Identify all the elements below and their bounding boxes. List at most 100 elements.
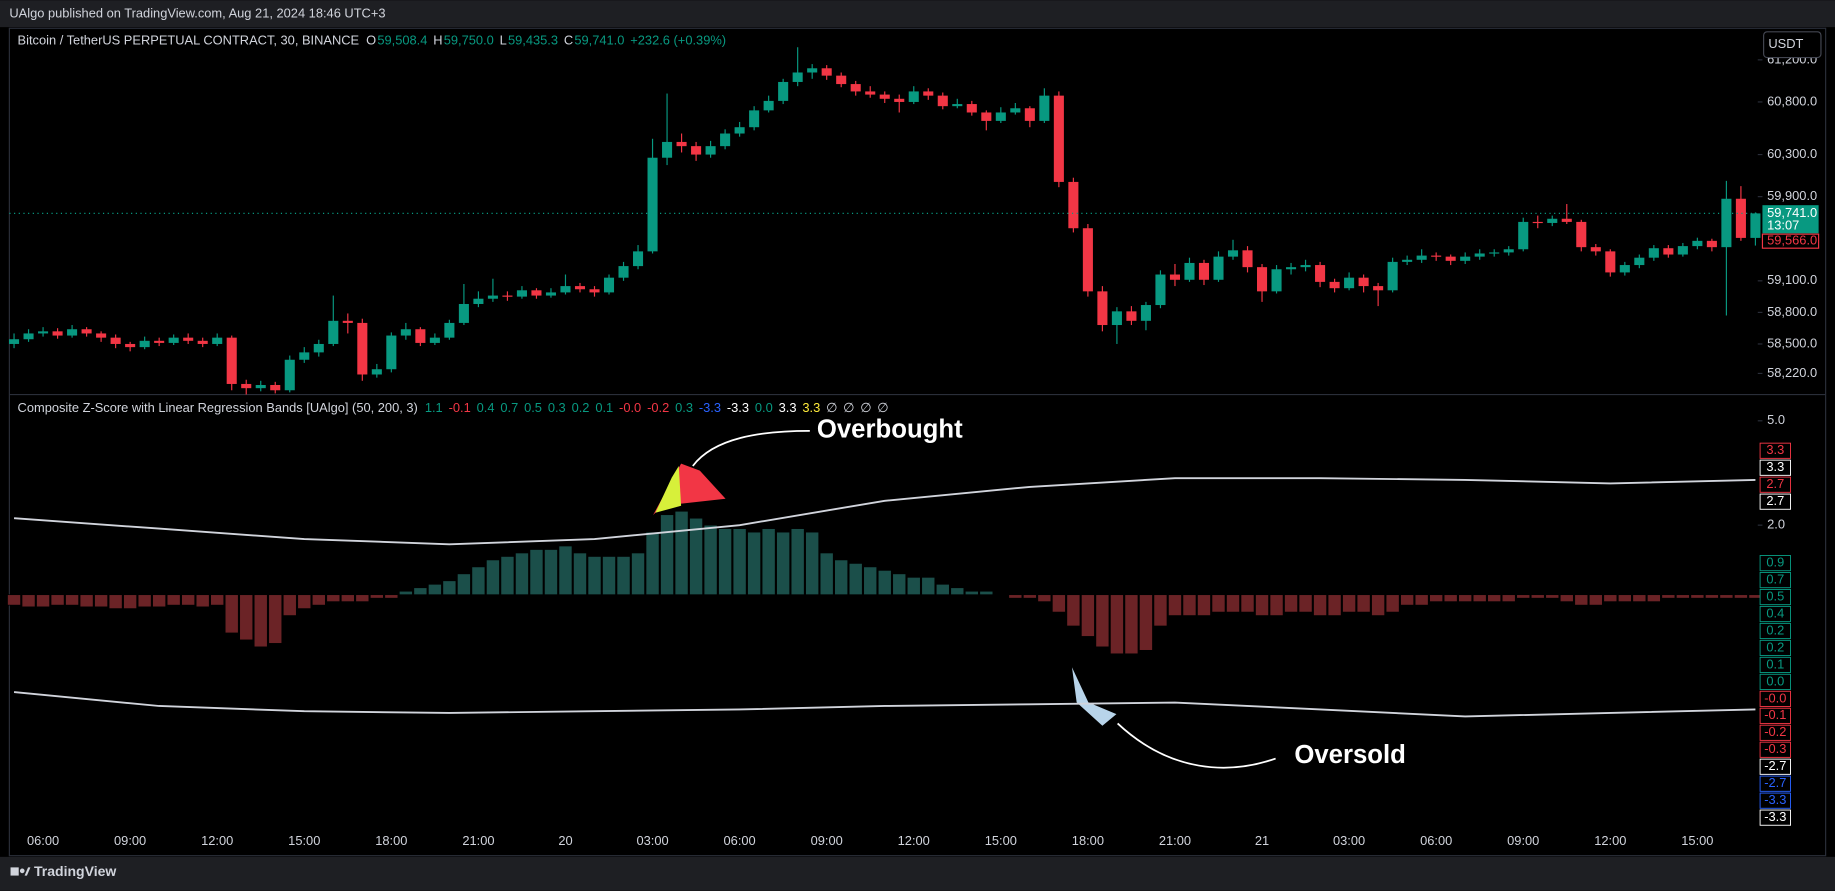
candle-body <box>1053 95 1064 182</box>
annotation-arrow <box>1117 722 1276 769</box>
legend-value: 59,508.4 <box>377 33 427 48</box>
zscore-bar <box>224 594 239 634</box>
candle-body <box>9 339 20 344</box>
value-tag-label: -3.3 <box>1764 792 1786 807</box>
candle-body <box>734 127 745 134</box>
zscore-bar <box>573 552 587 596</box>
candle-body <box>952 104 963 107</box>
symbol-title: Bitcoin / TetherUS PERPETUAL CONTRACT, 3… <box>18 33 360 48</box>
value-tag-label: 0.9 <box>1766 555 1784 570</box>
zscore-bar <box>355 594 370 603</box>
zscore-bar <box>1269 594 1284 616</box>
candle-body <box>1111 311 1122 326</box>
zscore-bar <box>892 573 907 596</box>
value-tag-label: 3.3 <box>1766 442 1784 457</box>
candle-body <box>1373 286 1384 291</box>
candle-body <box>618 266 629 278</box>
zscore-bar <box>718 528 733 596</box>
value-tag <box>1759 673 1791 690</box>
candle-body <box>1706 240 1717 248</box>
candle-body <box>255 385 266 389</box>
zscore-bar <box>935 583 950 596</box>
currency-button[interactable] <box>1763 31 1822 59</box>
candle-body <box>212 337 223 344</box>
upper-band <box>13 477 1756 546</box>
zscore-bar <box>558 545 573 596</box>
zscore-bar <box>427 583 442 596</box>
zscore-bar <box>703 524 718 596</box>
zscore-bar <box>1530 594 1545 599</box>
indicator-title: Composite Z-Score with Linear Regression… <box>18 400 418 415</box>
x-tick-label: 03:00 <box>636 833 668 848</box>
zscore-bar <box>1022 594 1037 599</box>
zscore-bar <box>1617 594 1632 603</box>
candle-body <box>923 91 934 96</box>
x-tick-label: 15:00 <box>1681 833 1713 848</box>
zscore-bar <box>79 594 94 608</box>
candle-body <box>995 112 1006 121</box>
zscore-bar <box>7 594 21 606</box>
candle-body <box>444 322 455 338</box>
zscore-bar <box>1690 594 1705 599</box>
zscore-bar <box>1632 594 1647 603</box>
candle-body <box>473 298 484 304</box>
published-info: UAlgo published on TradingView.com, Aug … <box>9 6 385 21</box>
zscore-bar <box>36 594 50 608</box>
indicator-value: 3.3 <box>802 400 820 415</box>
candle-body <box>1750 213 1761 238</box>
candle-body <box>1358 277 1369 287</box>
legend-key: C <box>564 33 573 48</box>
prev-close-label: 59,566.0 <box>1767 233 1817 248</box>
value-tag <box>1759 809 1791 826</box>
zscore-bar <box>1734 594 1748 599</box>
oversold-fill <box>1071 667 1117 726</box>
currency-label: USDT <box>1768 36 1803 51</box>
zscore-bar <box>1240 594 1255 613</box>
candle-body <box>966 104 977 113</box>
candle-body <box>879 94 890 99</box>
value-tag <box>1759 775 1791 792</box>
zscore-bar <box>602 556 616 596</box>
candle-body <box>1140 305 1151 321</box>
value-tag <box>1759 588 1791 606</box>
candle-body <box>502 295 513 297</box>
lower-band <box>13 691 1756 718</box>
top-bar <box>0 0 1835 28</box>
zscore-bar <box>1487 594 1502 603</box>
indicator-value: -0.1 <box>449 400 471 415</box>
zscore-bar <box>1458 594 1473 603</box>
indicator-value: ∅ <box>877 400 888 415</box>
zscore-bar <box>1661 594 1676 599</box>
zscore-bar <box>979 590 994 596</box>
zscore-bar <box>1008 594 1023 599</box>
zscore-bar <box>239 594 254 641</box>
candle-body <box>560 286 571 293</box>
zscore-bar <box>689 517 703 596</box>
candle-body <box>1489 252 1500 254</box>
candle-body <box>313 343 324 353</box>
zscore-bar <box>398 590 413 596</box>
zscore-bar <box>1211 594 1226 613</box>
candle-body <box>458 303 469 323</box>
indicator-value: 0.2 <box>572 400 590 415</box>
zscore-bar <box>253 594 268 648</box>
zscore-bar <box>1516 594 1531 599</box>
candle-body <box>589 289 600 293</box>
value-tag-label: 2.7 <box>1766 493 1784 508</box>
zscore-bar <box>921 576 936 596</box>
value-tag <box>1759 792 1791 809</box>
zscore-bar <box>311 594 326 606</box>
candle-body <box>647 157 658 252</box>
candle-body <box>1561 218 1572 222</box>
zscore-bar <box>747 531 762 596</box>
candle-body <box>1692 240 1703 247</box>
indicator-value: -3.3 <box>699 400 721 415</box>
candle-body <box>807 68 818 73</box>
legend-key: O <box>366 33 376 48</box>
candle-body <box>168 337 179 343</box>
candle-body <box>400 329 411 336</box>
candle-body <box>865 91 876 95</box>
candle-body <box>1605 251 1616 273</box>
x-tick-label: 21:00 <box>462 833 494 848</box>
zscore-bar <box>1298 594 1313 613</box>
